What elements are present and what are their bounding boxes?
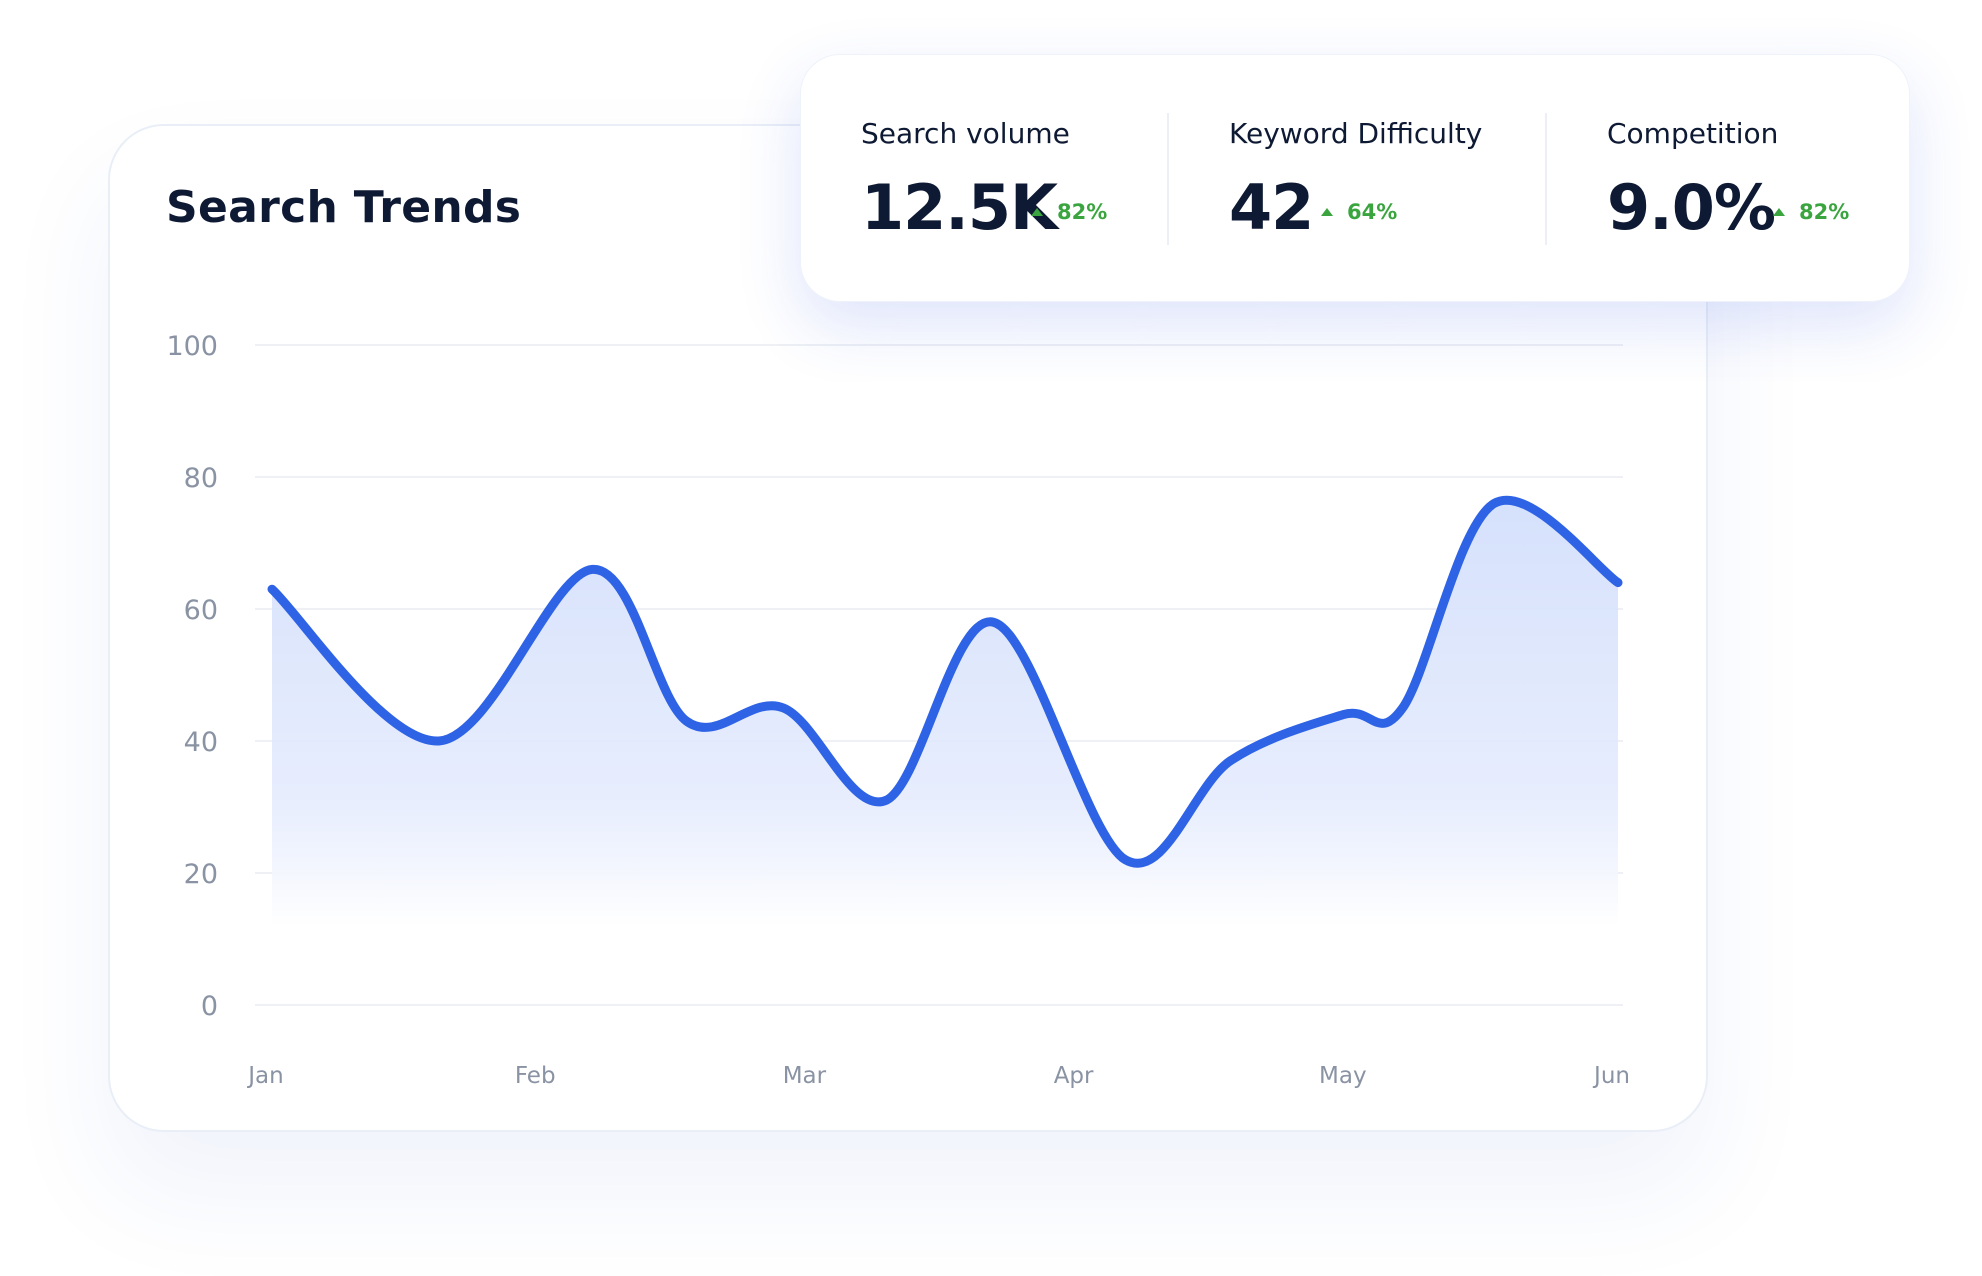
- y-tick-label: 0: [201, 991, 218, 1022]
- metric-label: Search volume: [861, 117, 1070, 150]
- metric-label: Competition: [1607, 117, 1779, 150]
- metric-label: Keyword Difficulty: [1229, 117, 1483, 150]
- metric-divider: [1167, 113, 1169, 245]
- x-axis: Jan Feb Mar Apr May Jun: [246, 1063, 1630, 1089]
- metric-value: 42: [1229, 171, 1314, 244]
- arrow-up-icon: [1773, 208, 1785, 216]
- y-tick-label: 100: [166, 331, 218, 362]
- metric-change-value: 64%: [1347, 200, 1398, 224]
- x-tick-label: May: [1319, 1063, 1367, 1089]
- series-line: [267, 496, 1623, 868]
- x-tick-label: Jan: [246, 1063, 283, 1089]
- arrow-up-icon: [1031, 208, 1043, 216]
- area-fill: [272, 500, 1618, 926]
- trend-chart: 0 20 40 60 80 100 Jan Feb Mar Apr May Jun: [166, 331, 1630, 1089]
- metric-change: 64%: [1321, 200, 1397, 224]
- y-tick-label: 80: [184, 463, 218, 494]
- metric-change: 82%: [1773, 200, 1849, 224]
- y-tick-label: 20: [184, 859, 218, 890]
- metric-value: 12.5K: [861, 171, 1058, 244]
- metric-change-value: 82%: [1057, 200, 1108, 224]
- metric-divider: [1545, 113, 1547, 245]
- metric-change: 82%: [1031, 200, 1107, 224]
- chart-line: [267, 496, 1623, 868]
- y-tick-label: 60: [184, 595, 218, 626]
- metric-value: 9.0%: [1607, 171, 1776, 244]
- chart-area: [272, 500, 1618, 926]
- x-tick-label: Mar: [783, 1063, 827, 1089]
- chart-title: Search Trends: [166, 182, 522, 233]
- x-tick-label: Apr: [1054, 1063, 1094, 1089]
- arrow-up-icon: [1321, 208, 1333, 216]
- metric-change-value: 82%: [1799, 200, 1850, 224]
- y-tick-label: 40: [184, 727, 218, 758]
- metrics-card: Search volume 12.5K 82% Keyword Difficul…: [800, 54, 1910, 302]
- x-tick-label: Feb: [515, 1063, 556, 1089]
- y-axis: 0 20 40 60 80 100: [166, 331, 218, 1022]
- x-tick-label: Jun: [1592, 1063, 1630, 1089]
